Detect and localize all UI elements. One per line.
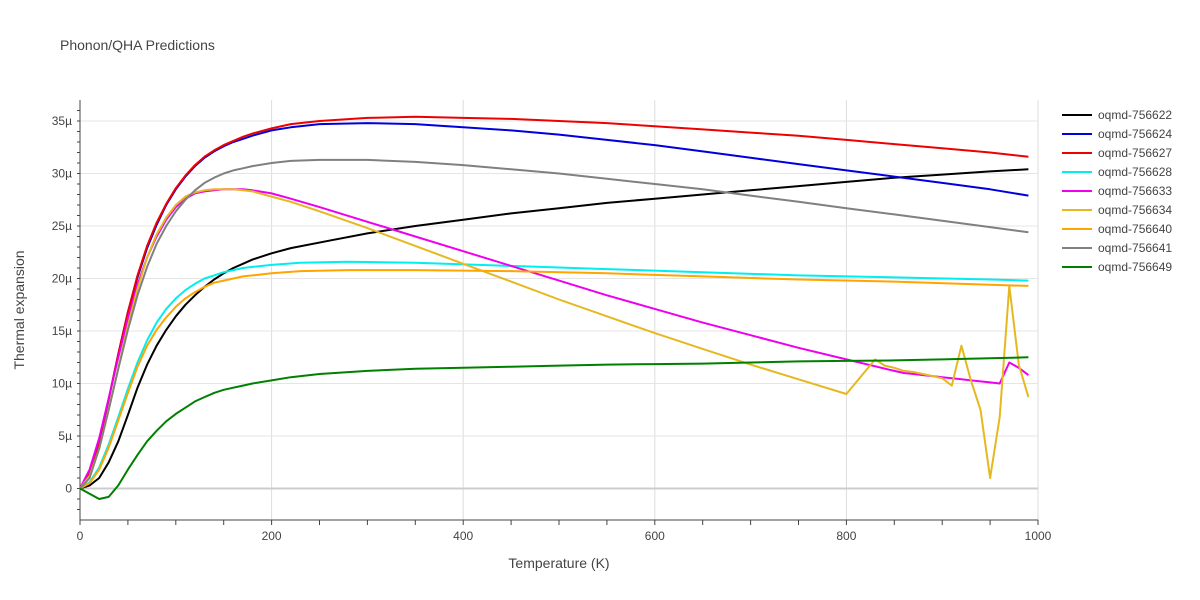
legend-label: oqmd-756640 — [1098, 222, 1172, 236]
series-line-oqmd-756628 — [79, 260, 1029, 490]
legend-label: oqmd-756622 — [1098, 108, 1172, 122]
x-tick-label: 1000 — [1025, 529, 1052, 543]
legend-label: oqmd-756641 — [1098, 241, 1172, 255]
y-tick-label: 0 — [65, 482, 72, 496]
y-tick-label: 15µ — [52, 324, 72, 338]
y-tick-label: 25µ — [52, 219, 72, 233]
legend-label: oqmd-756627 — [1098, 146, 1172, 160]
x-axis-title: Temperature (K) — [508, 555, 609, 571]
legend-label: oqmd-756628 — [1098, 165, 1172, 179]
y-tick-label: 20µ — [52, 272, 72, 286]
legend-label: oqmd-756634 — [1098, 203, 1172, 217]
series-lines — [79, 115, 1030, 500]
chart-title: Phonon/QHA Predictions — [60, 37, 215, 53]
legend-item[interactable]: oqmd-756628 — [1062, 165, 1172, 179]
x-tick-label: 200 — [262, 529, 282, 543]
legend-item[interactable]: oqmd-756624 — [1062, 127, 1172, 141]
legend-item[interactable]: oqmd-756641 — [1062, 241, 1172, 255]
series-line-oqmd-756627 — [79, 115, 1029, 490]
x-tick-label: 400 — [453, 529, 473, 543]
x-tick-label: 800 — [836, 529, 856, 543]
x-tick-label: 600 — [645, 529, 665, 543]
series-line-oqmd-756649 — [79, 356, 1029, 500]
legend-item[interactable]: oqmd-756622 — [1062, 108, 1172, 122]
legend-label: oqmd-756633 — [1098, 184, 1172, 198]
legend-label: oqmd-756649 — [1098, 260, 1172, 274]
legend-item[interactable]: oqmd-756633 — [1062, 184, 1172, 198]
axes: 0 200 400 600 800 1000 0 5µ 10µ 15µ 20µ 25µ 30µ 35µ — [52, 100, 1052, 543]
series-line-oqmd-756640 — [79, 269, 1029, 490]
y-tick-label: 10µ — [52, 377, 72, 391]
series-line-oqmd-756641 — [79, 158, 1029, 490]
legend[interactable]: oqmd-756622 oqmd-756624 oqmd-756627 oqmd-75… — [1062, 108, 1172, 274]
y-tick-label: 30µ — [52, 167, 72, 181]
grid — [79, 100, 1039, 520]
legend-item[interactable]: oqmd-756627 — [1062, 146, 1172, 160]
legend-item[interactable]: oqmd-756649 — [1062, 260, 1172, 274]
legend-label: oqmd-756624 — [1098, 127, 1172, 141]
series-line-oqmd-756622 — [79, 168, 1029, 490]
legend-item[interactable]: oqmd-756640 — [1062, 222, 1172, 236]
y-axis-title: Thermal expansion — [11, 250, 27, 369]
series-line-oqmd-756634 — [79, 188, 1030, 490]
legend-item[interactable]: oqmd-756634 — [1062, 203, 1172, 217]
y-tick-label: 35µ — [52, 114, 72, 128]
series-line-oqmd-756633 — [79, 188, 1030, 489]
y-tick-label: 5µ — [58, 429, 72, 443]
x-tick-label: 0 — [77, 529, 84, 543]
